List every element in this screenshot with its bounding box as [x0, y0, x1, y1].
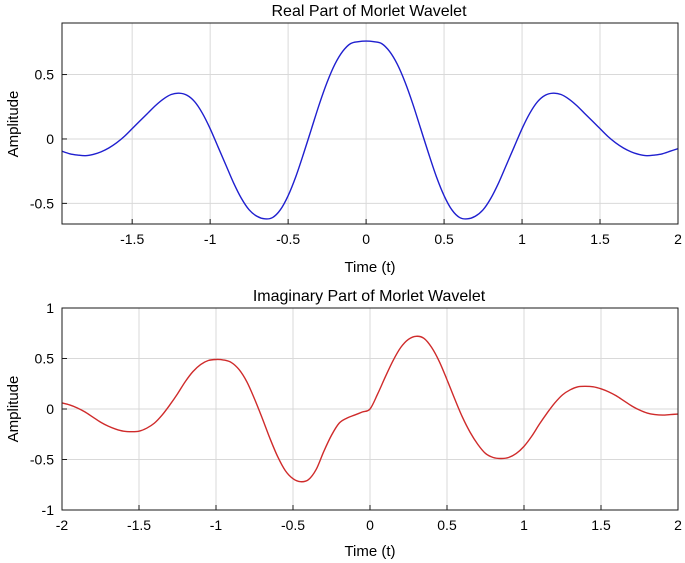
x-tick-label: 1 [518, 231, 526, 247]
x-tick-label: -0.5 [276, 231, 300, 247]
x-tick-label: -1 [204, 231, 217, 247]
series-line [62, 40, 678, 220]
x-tick-label: -1.5 [120, 231, 144, 247]
x-tick-label: 2 [674, 517, 682, 533]
x-tick-label: 0.5 [434, 231, 454, 247]
x-tick-label: -2 [56, 517, 69, 533]
y-tick-label: -0.5 [30, 195, 54, 211]
chart-title: Real Part of Morlet Wavelet [271, 3, 467, 20]
x-tick-label: 0.5 [437, 517, 457, 533]
x-tick-label: 1.5 [590, 231, 610, 247]
x-axis-label: Time (t) [344, 259, 395, 276]
imaginary-part-chart: Imaginary Part of Morlet Wavelet -2 -1.5 -… [5, 288, 682, 560]
x-tick-label: 2 [674, 231, 682, 247]
plot-area-frame [61, 22, 679, 225]
x-tick-label: 0 [366, 517, 374, 533]
y-tick-label: -1 [42, 502, 55, 518]
x-tick-label: 0 [362, 231, 370, 247]
y-axis-label: Amplitude [5, 91, 22, 158]
y-tick-label: -0.5 [30, 452, 54, 468]
series-line [62, 335, 678, 483]
y-axis-label: Amplitude [5, 376, 22, 443]
x-axis-label: Time (t) [344, 543, 395, 560]
x-tick-label: -1 [210, 517, 223, 533]
real-part-chart: Real Part of Morlet Wavelet -1.5 -1 -0.5 0 0… [5, 3, 682, 276]
y-tick-label: 0.5 [35, 351, 55, 367]
chart-title: Imaginary Part of Morlet Wavelet [253, 288, 486, 305]
x-tick-label: -1.5 [127, 517, 151, 533]
x-tick-label: 1 [520, 517, 528, 533]
y-tick-label: 0.5 [35, 67, 55, 83]
y-tick-label: 1 [46, 300, 54, 316]
y-tick-label: 0 [46, 401, 54, 417]
x-tick-label: -0.5 [281, 517, 305, 533]
y-tick-label: 0 [46, 131, 54, 147]
x-tick-label: 1.5 [591, 517, 611, 533]
